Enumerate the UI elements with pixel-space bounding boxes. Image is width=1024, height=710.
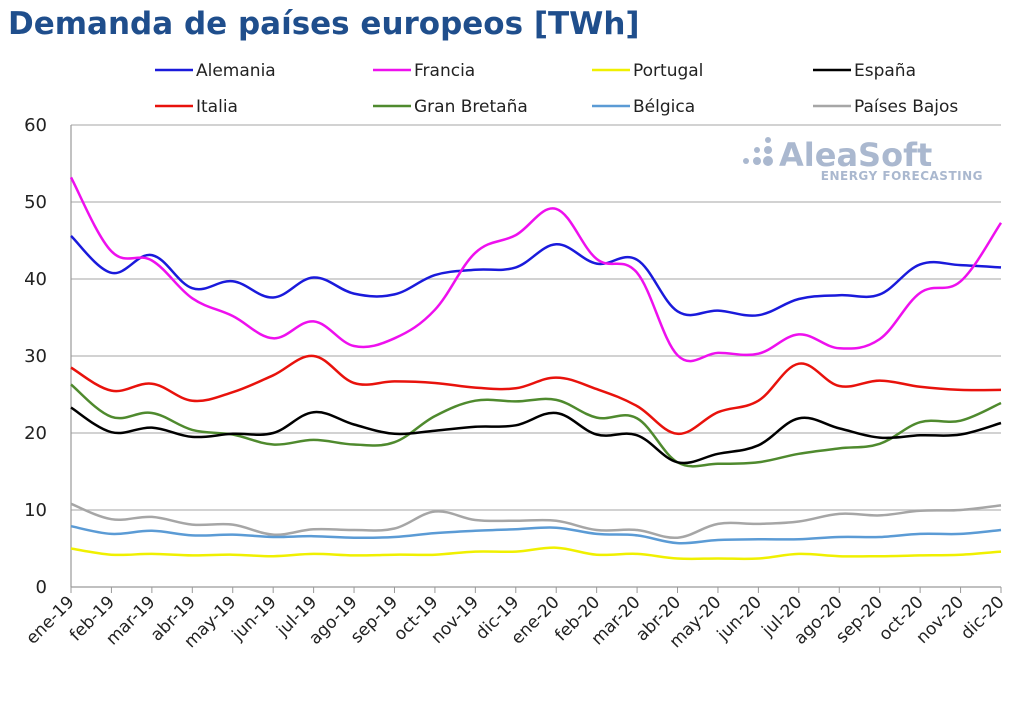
x-tick-label: dic-20 (957, 592, 1008, 643)
axes (70, 125, 1002, 593)
y-tick-label: 30 (24, 346, 47, 367)
legend: Alemania Francia Portugal España Italia Gran … (155, 61, 958, 117)
series-line-belgica (70, 524, 1002, 545)
y-tick-label: 20 (24, 423, 47, 444)
legend-label-paises-bajos: Países Bajos (854, 97, 958, 117)
x-axis-ticks: ene-19feb-19mar-19abr-19may-19jun-19jul-… (22, 592, 1008, 652)
legend-label-espana: España (854, 61, 916, 81)
series-lines (69, 176, 1003, 561)
legend-label-francia: Francia (414, 61, 475, 81)
legend-label-alemania: Alemania (196, 61, 276, 81)
y-tick-label: 0 (36, 577, 47, 598)
legend-label-belgica: Bélgica (633, 97, 695, 117)
series-line-espana (70, 406, 1002, 465)
x-tick-label: jun-19 (228, 592, 281, 645)
x-tick-label: jun-20 (713, 592, 766, 645)
series-line-alemania (70, 234, 1002, 317)
x-tick-label: ene-19 (22, 592, 78, 648)
y-tick-label: 50 (24, 192, 47, 213)
watermark-brand: AleaSoft (779, 136, 932, 174)
legend-label-italia: Italia (196, 97, 238, 117)
legend-label-gran-bretana: Gran Bretaña (414, 97, 528, 117)
y-tick-label: 10 (24, 500, 47, 521)
series-line-italia (70, 354, 1002, 436)
series-line-gran-bretana (70, 383, 1002, 468)
y-tick-label: 60 (24, 115, 47, 136)
series-line-paises-bajos (70, 502, 1002, 539)
y-axis-ticks: 0 10 20 30 40 50 60 (24, 115, 47, 598)
series-line-portugal (70, 546, 1002, 561)
watermark-tagline: ENERGY FORECASTING (821, 169, 983, 183)
legend-label-portugal: Portugal (633, 61, 703, 81)
aleasoft-watermark: AleaSoft ENERGY FORECASTING (743, 136, 983, 183)
series-line-francia (69, 176, 1003, 363)
y-tick-label: 40 (24, 269, 47, 290)
aleasoft-logo-icon (743, 137, 773, 166)
chart-title: Demanda de países europeos [TWh] (8, 6, 640, 42)
